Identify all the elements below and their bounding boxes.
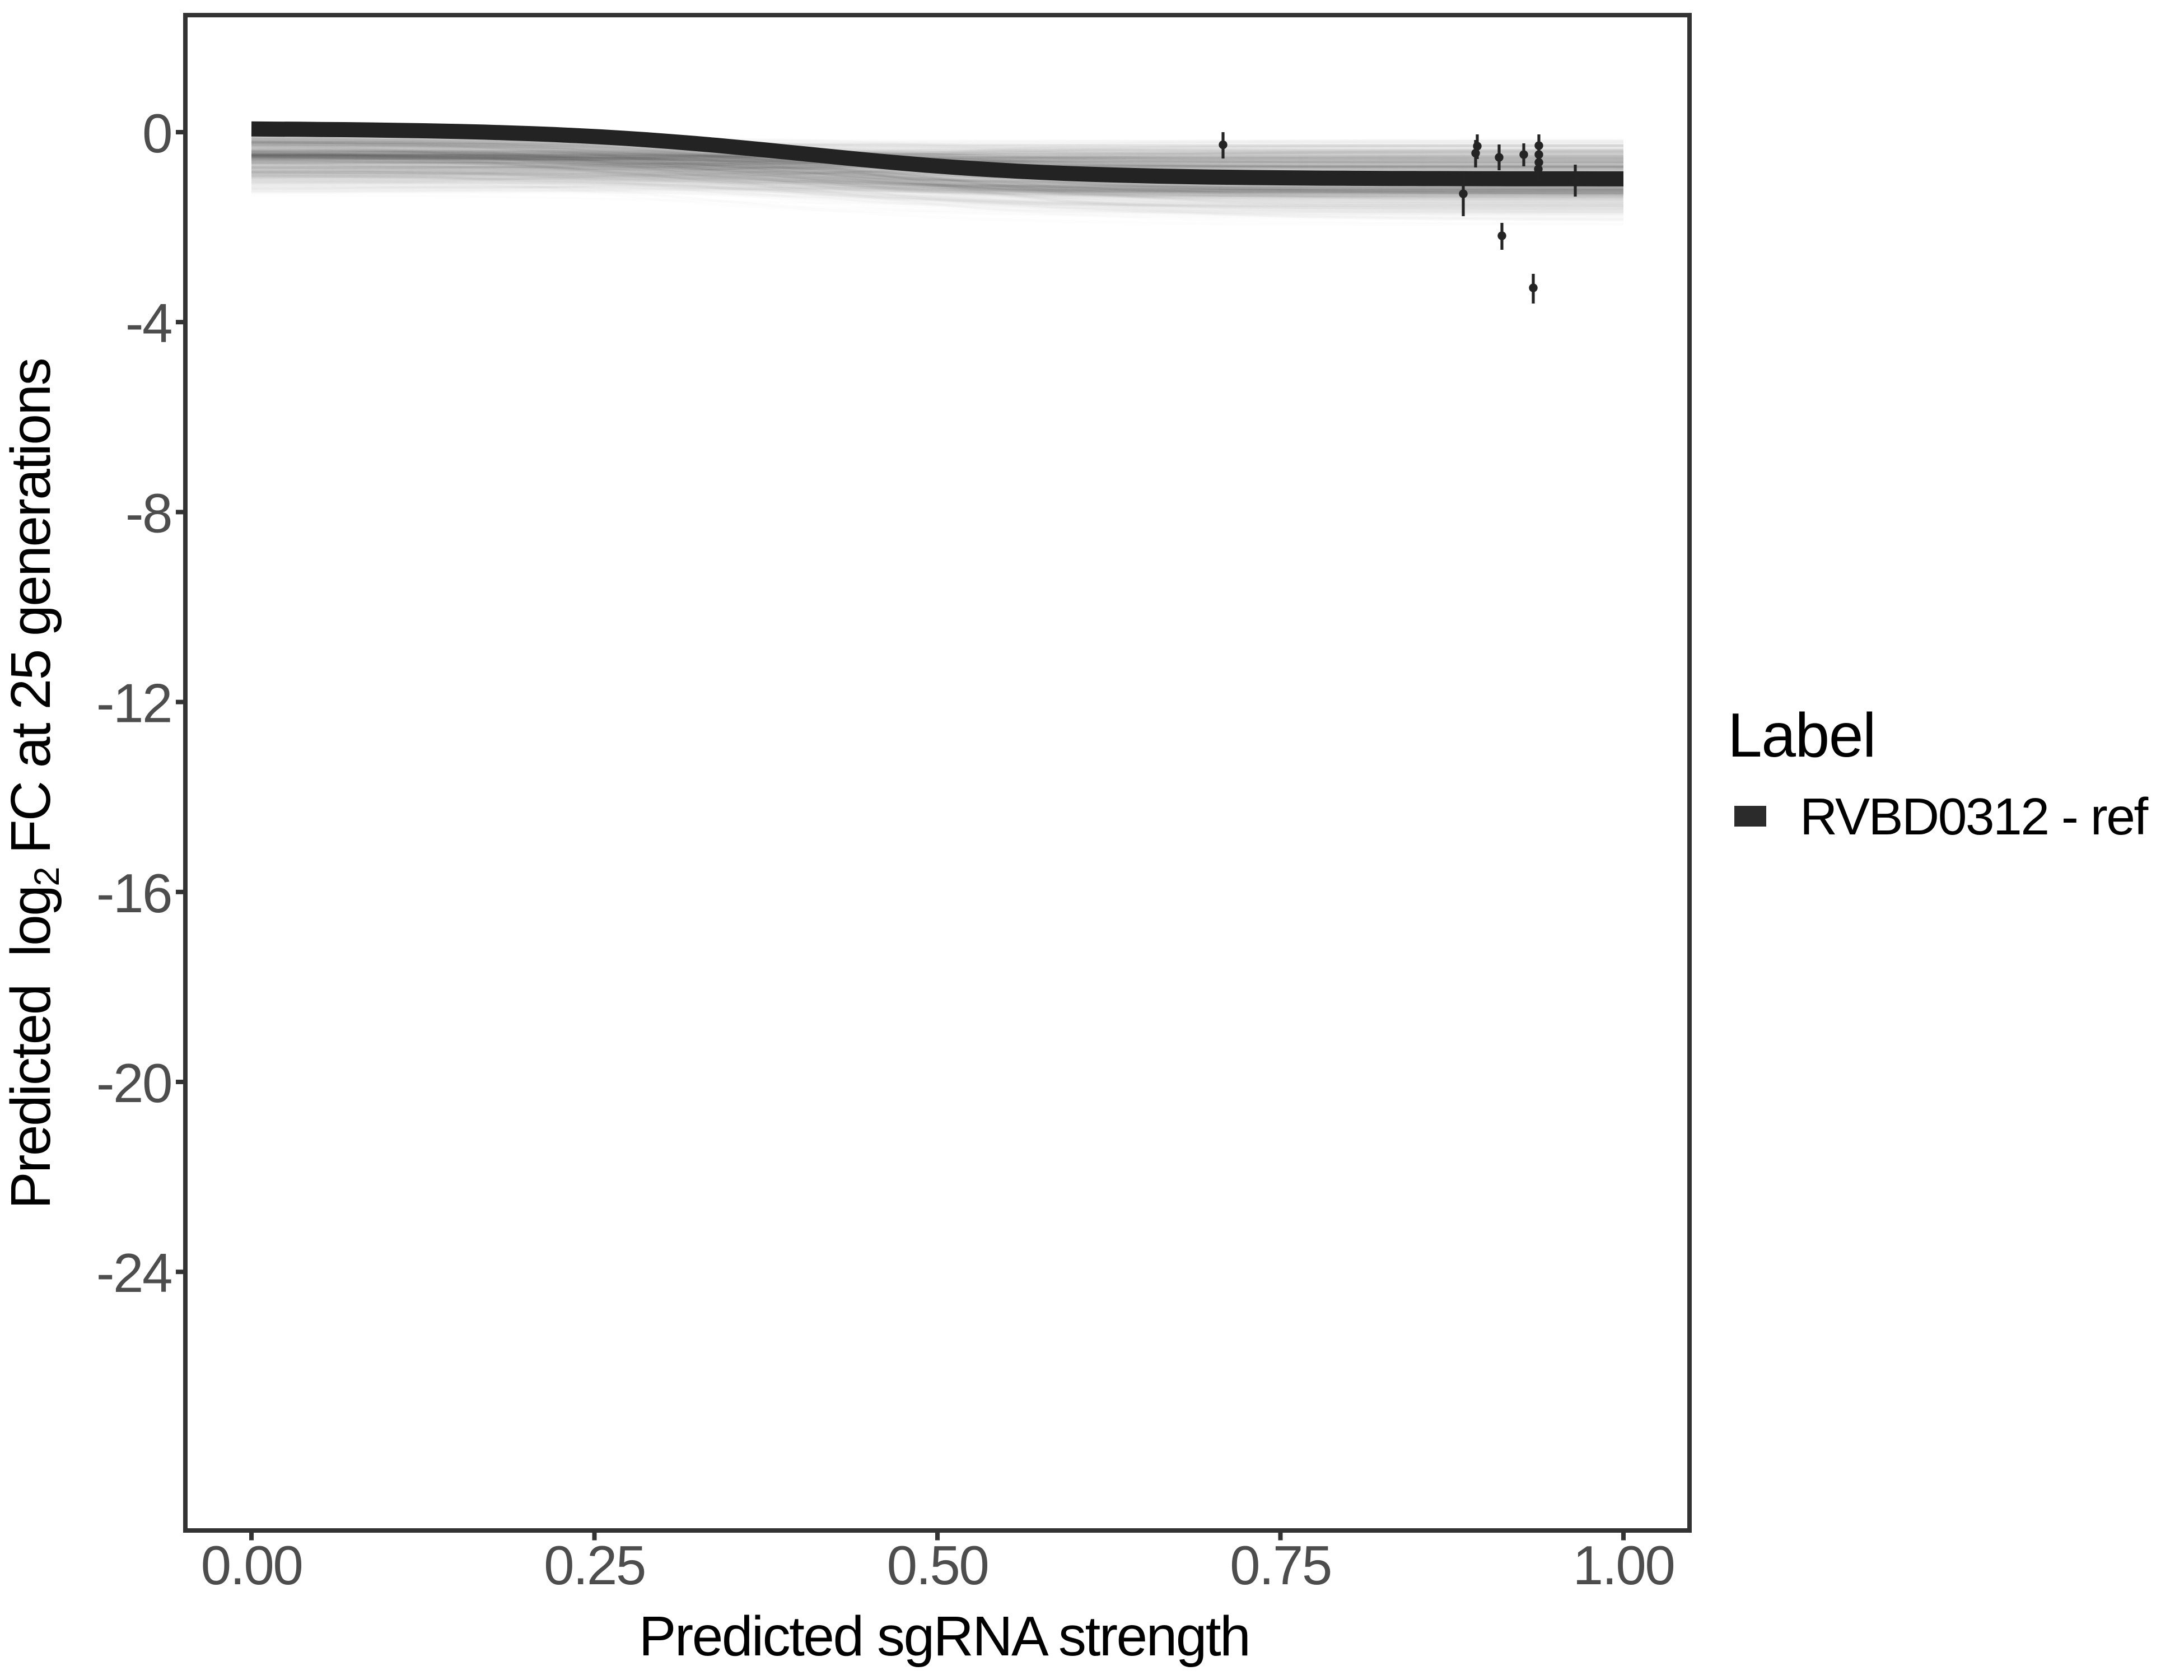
svg-text:1.00: 1.00 <box>1573 1534 1674 1596</box>
svg-text:Predicted log2 FC at 25 gener: Predicted log2 FC at 25 generations <box>0 359 67 1209</box>
svg-text:-16: -16 <box>96 862 171 924</box>
svg-text:RVBD0312 - ref: RVBD0312 - ref <box>1800 787 2148 846</box>
svg-text:-12: -12 <box>96 673 171 734</box>
svg-text:-8: -8 <box>125 482 171 544</box>
svg-text:0.50: 0.50 <box>887 1534 988 1596</box>
svg-text:0: 0 <box>142 102 171 164</box>
svg-text:Label: Label <box>1728 701 1875 770</box>
svg-text:0.25: 0.25 <box>544 1534 645 1596</box>
svg-text:0.00: 0.00 <box>201 1534 302 1596</box>
svg-text:Predicted sgRNA strength: Predicted sgRNA strength <box>639 1605 1250 1668</box>
svg-text:-24: -24 <box>96 1242 171 1304</box>
svg-text:0.75: 0.75 <box>1230 1534 1331 1596</box>
svg-text:-4: -4 <box>125 292 171 354</box>
svg-text:-20: -20 <box>96 1052 171 1114</box>
